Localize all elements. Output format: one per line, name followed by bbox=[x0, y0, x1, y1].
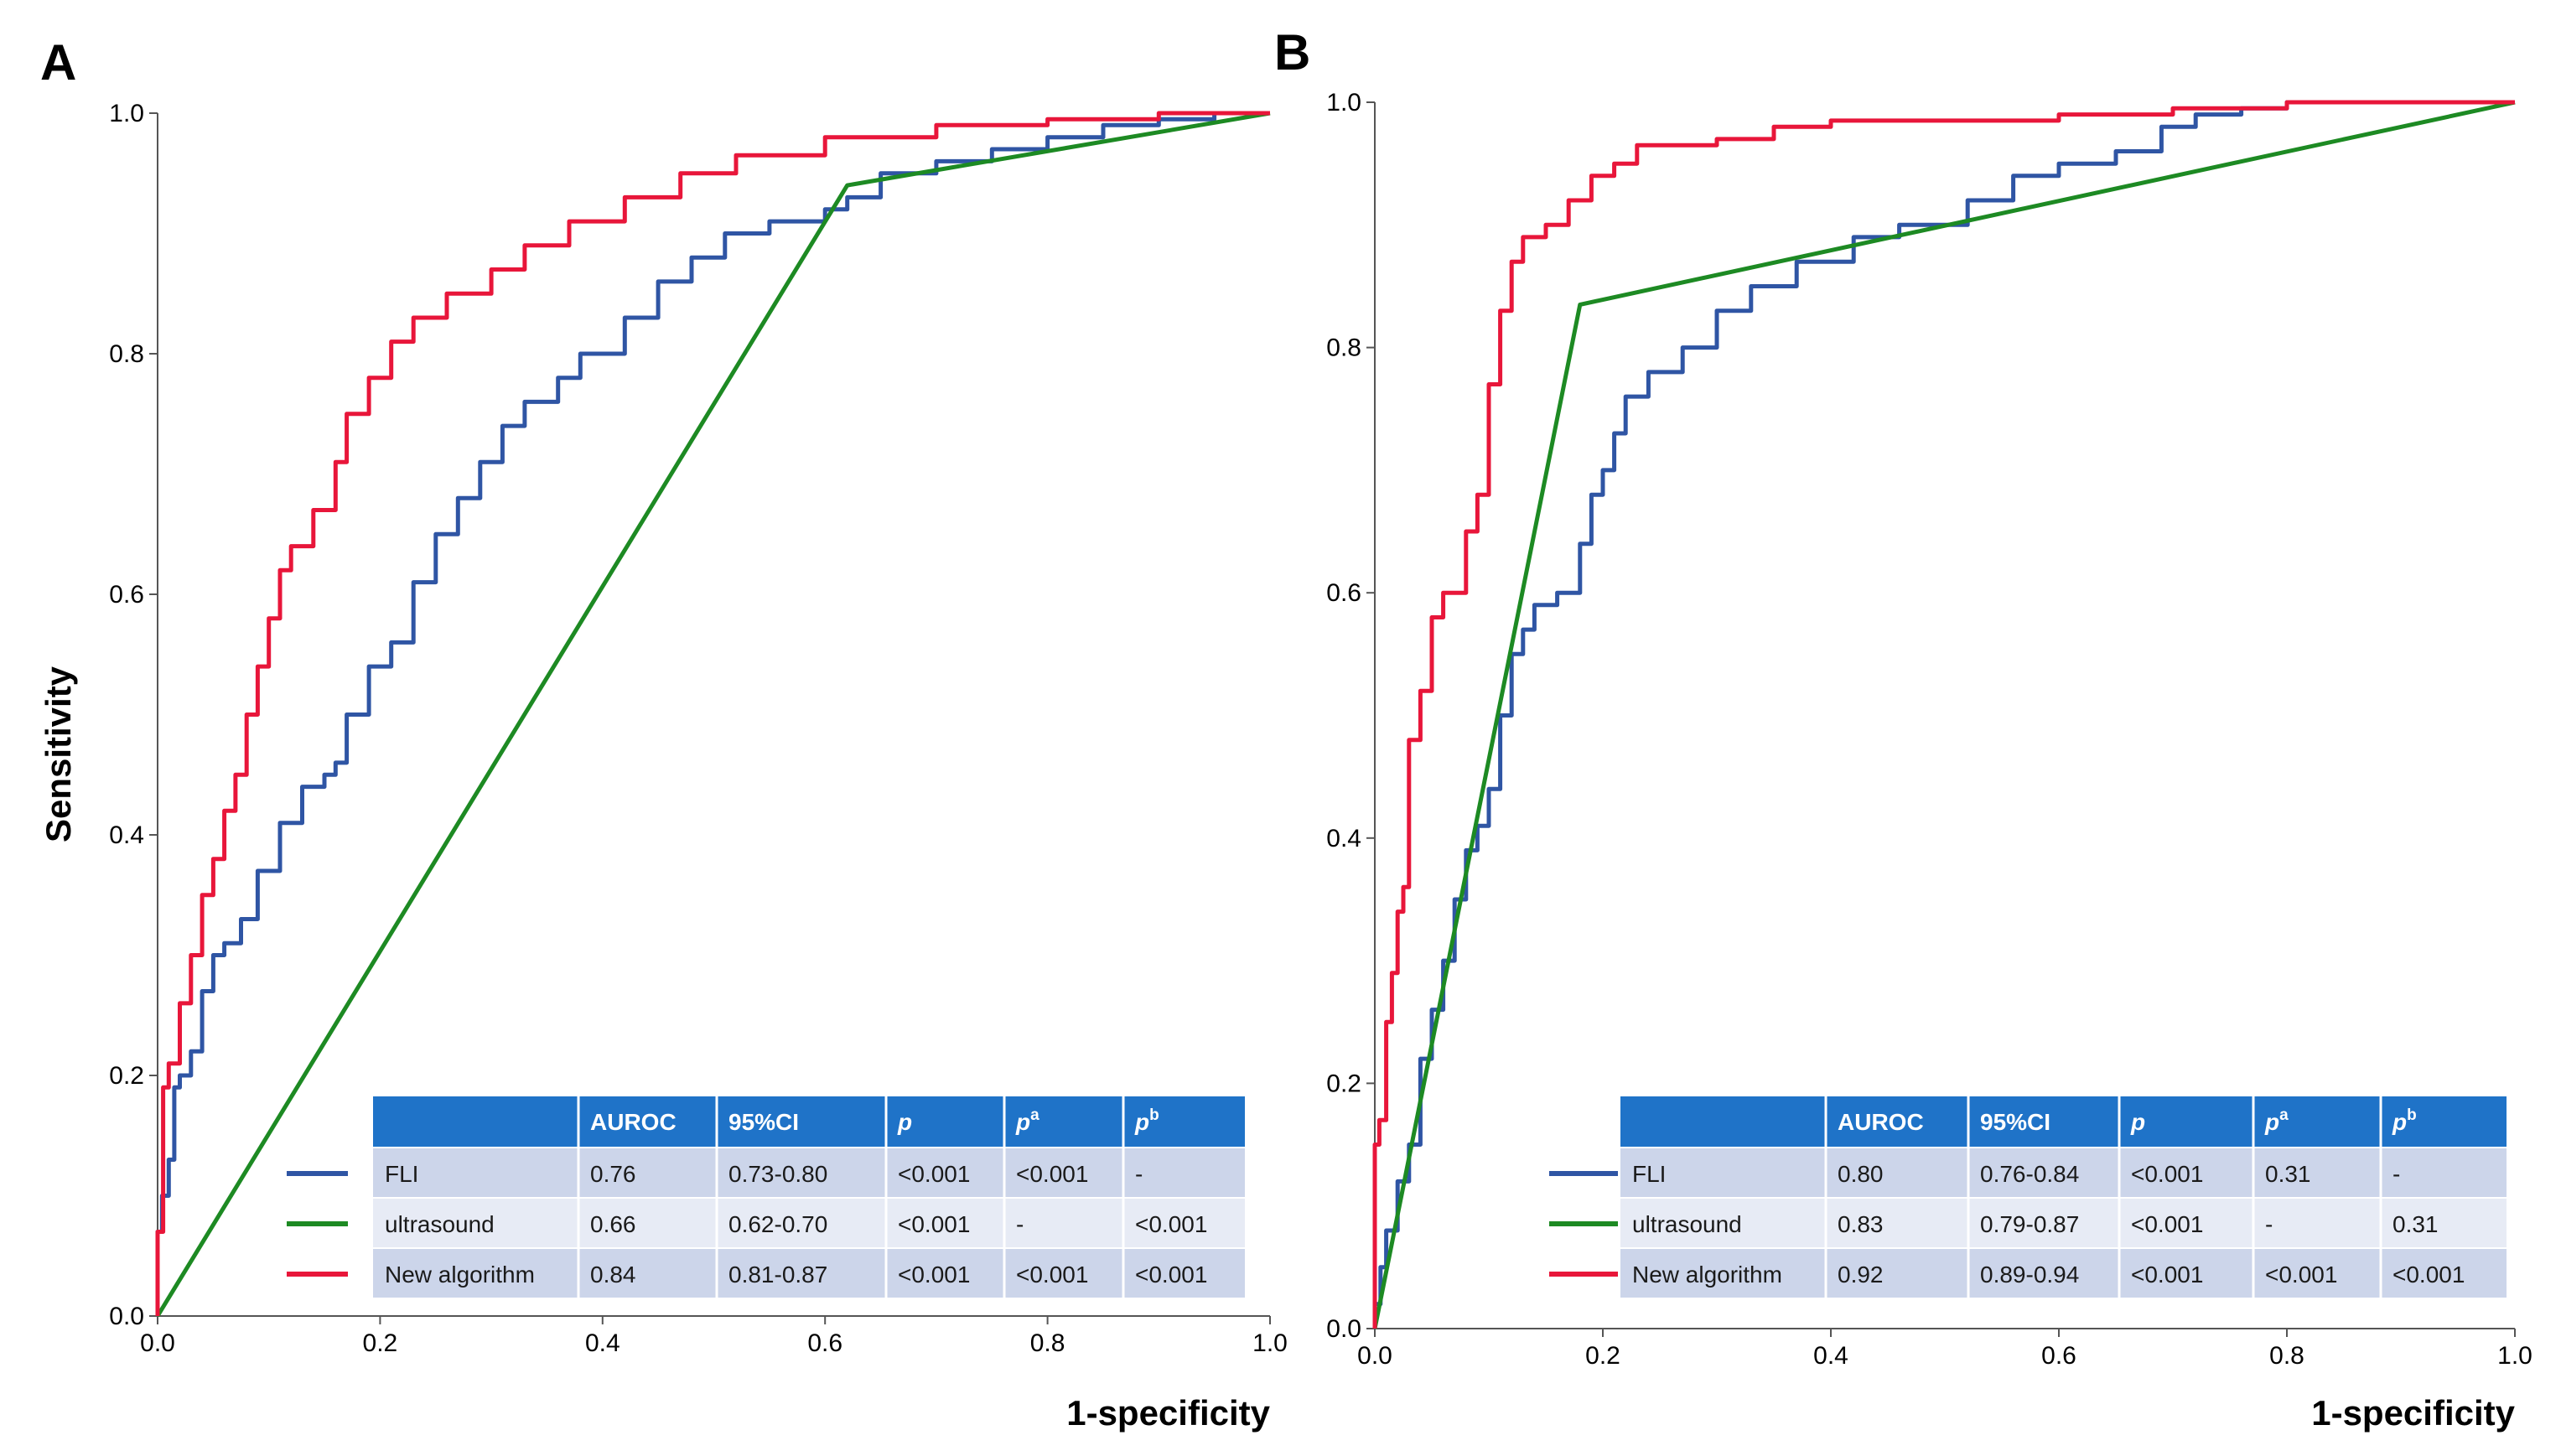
roc-curve-ultrasound bbox=[1372, 100, 2516, 1329]
table-header-cell: AUROC bbox=[1838, 1109, 1924, 1135]
table-cell: <0.001 bbox=[898, 1161, 970, 1187]
table-header-row bbox=[373, 1096, 1245, 1147]
panel-letter-a: A bbox=[40, 34, 76, 91]
table-row-bg bbox=[1620, 1249, 2507, 1298]
table-header-cell: pb bbox=[1134, 1106, 1159, 1135]
table-cell: <0.001 bbox=[2131, 1161, 2203, 1187]
x-tick-label: 0.0 bbox=[1357, 1342, 1392, 1370]
table-row-bg bbox=[1620, 1199, 2507, 1247]
table-cell: - bbox=[2265, 1211, 2273, 1237]
x-tick-label: 0.2 bbox=[363, 1329, 398, 1357]
table-row-label: New algorithm bbox=[1632, 1262, 1782, 1288]
table-cell: 0.31 bbox=[2265, 1161, 2311, 1187]
table-row: ultrasound 0.83 0.79-0.87 <0.001 - 0.31 bbox=[1620, 1199, 2507, 1247]
panel-b: B 1-specificity 0.0 0.2 0.4 0.6 0.8 1.0 0.0 0.2… bbox=[1274, 24, 2532, 1433]
x-tick-label: 0.6 bbox=[2041, 1342, 2076, 1370]
table-cell: 0.84 bbox=[590, 1262, 636, 1288]
table-cell: - bbox=[2393, 1161, 2400, 1187]
table-row-label: FLI bbox=[1632, 1161, 1666, 1187]
table-cell: 0.66 bbox=[590, 1211, 636, 1237]
x-tick-label: 0.8 bbox=[1030, 1329, 1065, 1357]
table-cell: - bbox=[1016, 1211, 1024, 1237]
table-header-cell: AUROC bbox=[590, 1109, 677, 1135]
table-cell: 0.62-0.70 bbox=[728, 1211, 827, 1237]
y-tick-label: 1.0 bbox=[1326, 89, 1361, 117]
table-cell: 0.79-0.87 bbox=[1980, 1211, 2079, 1237]
table-cell: <0.001 bbox=[2393, 1262, 2465, 1288]
y-tick-label: 0.8 bbox=[1326, 334, 1361, 362]
x-axis-title: 1-specificity bbox=[1066, 1393, 1270, 1433]
table-header-cell: pb bbox=[2392, 1106, 2417, 1135]
table-row: FLI 0.76 0.73-0.80 <0.001 <0.001 - bbox=[373, 1148, 1245, 1197]
roc-curve-new-algorithm bbox=[155, 111, 1270, 1316]
table-cell: 0.76 bbox=[590, 1161, 636, 1187]
y-tick-label: 0.4 bbox=[109, 821, 144, 849]
table-row-bg bbox=[373, 1249, 1245, 1298]
table-row-bg bbox=[373, 1199, 1245, 1247]
y-axis-title: Sensitivity bbox=[39, 666, 78, 842]
table-header-cell: pa bbox=[1015, 1106, 1039, 1135]
table-row-label: FLI bbox=[385, 1161, 418, 1187]
table-cell: <0.001 bbox=[2265, 1262, 2337, 1288]
x-tick-label: 0.2 bbox=[1585, 1342, 1620, 1370]
panel-letter-b: B bbox=[1274, 24, 1310, 80]
table-row-label: ultrasound bbox=[1632, 1211, 1742, 1237]
x-tick-label: 0.4 bbox=[585, 1329, 620, 1357]
table-row: New algorithm 0.92 0.89-0.94 <0.001 <0.001 <0… bbox=[1620, 1249, 2507, 1298]
table-cell: <0.001 bbox=[2131, 1211, 2203, 1237]
table-cell: <0.001 bbox=[2131, 1262, 2203, 1288]
roc-curve-ultrasound bbox=[155, 111, 1271, 1318]
table-header-cell: 95%CI bbox=[1980, 1109, 2050, 1135]
y-tick-label: 0.4 bbox=[1326, 825, 1361, 852]
x-tick-label: 1.0 bbox=[2497, 1342, 2532, 1370]
table-cell: <0.001 bbox=[898, 1262, 970, 1288]
table-row-label: ultrasound bbox=[385, 1211, 495, 1237]
stats-table: AUROC 95%CI p pa pb FLI 0.80 0.76-0.84 <0.001 0.3… bbox=[1549, 1096, 2507, 1298]
table-row-label: New algorithm bbox=[385, 1262, 535, 1288]
y-tick-label: 1.0 bbox=[109, 100, 144, 127]
table-header-cell: p bbox=[2130, 1109, 2145, 1135]
table-cell: 0.80 bbox=[1838, 1161, 1884, 1187]
x-axis-title: 1-specificity bbox=[2311, 1393, 2515, 1433]
y-tick-label: 0.8 bbox=[109, 340, 144, 368]
table-cell: <0.001 bbox=[1016, 1262, 1088, 1288]
table-header-row bbox=[1620, 1096, 2507, 1147]
table-header-cell: p bbox=[897, 1109, 912, 1135]
table-cell: <0.001 bbox=[1135, 1262, 1207, 1288]
table-cell: 0.81-0.87 bbox=[728, 1262, 827, 1288]
table-cell: <0.001 bbox=[1135, 1211, 1207, 1237]
panel-a: A Sensitivity 1-specificity 0.0 0.2 0.4 0.6… bbox=[39, 34, 1288, 1433]
x-tick-label: 0.6 bbox=[807, 1329, 842, 1357]
x-tick-label: 1.0 bbox=[1252, 1329, 1288, 1357]
table-cell: 0.92 bbox=[1838, 1262, 1884, 1288]
table-cell: 0.83 bbox=[1838, 1211, 1884, 1237]
y-tick-label: 0.2 bbox=[1326, 1070, 1361, 1097]
table-cell: 0.73-0.80 bbox=[728, 1161, 827, 1187]
table-cell: 0.31 bbox=[2393, 1211, 2439, 1237]
table-cell: 0.76-0.84 bbox=[1980, 1161, 2079, 1187]
table-row-bg bbox=[373, 1148, 1245, 1197]
x-tick-label: 0.0 bbox=[140, 1329, 175, 1357]
y-tick-label: 0.6 bbox=[109, 581, 144, 609]
table-header-cell: 95%CI bbox=[728, 1109, 799, 1135]
x-tick-label: 0.8 bbox=[2269, 1342, 2304, 1370]
y-tick-label: 0.6 bbox=[1326, 579, 1361, 607]
table-row: New algorithm 0.84 0.81-0.87 <0.001 <0.001 <0… bbox=[373, 1249, 1245, 1298]
table-cell: <0.001 bbox=[1016, 1161, 1088, 1187]
roc-curve-new-algorithm bbox=[1372, 100, 2515, 1329]
table-cell: 0.89-0.94 bbox=[1980, 1262, 2079, 1288]
table-row: FLI 0.80 0.76-0.84 <0.001 0.31 - bbox=[1620, 1148, 2507, 1197]
stats-table: AUROC 95%CI p pa pb FLI 0.76 0.73-0.80 <0.001 <0.… bbox=[287, 1096, 1245, 1298]
table-cell: <0.001 bbox=[898, 1211, 970, 1237]
x-tick-label: 0.4 bbox=[1813, 1342, 1848, 1370]
y-tick-label: 0.2 bbox=[109, 1062, 144, 1090]
table-row-bg bbox=[1620, 1148, 2507, 1197]
y-tick-label: 0.0 bbox=[109, 1303, 144, 1330]
table-row: ultrasound 0.66 0.62-0.70 <0.001 - <0.001 bbox=[373, 1199, 1245, 1247]
table-header-cell: pa bbox=[2264, 1106, 2289, 1135]
table-cell: - bbox=[1135, 1161, 1143, 1187]
y-tick-label: 0.0 bbox=[1326, 1315, 1361, 1343]
